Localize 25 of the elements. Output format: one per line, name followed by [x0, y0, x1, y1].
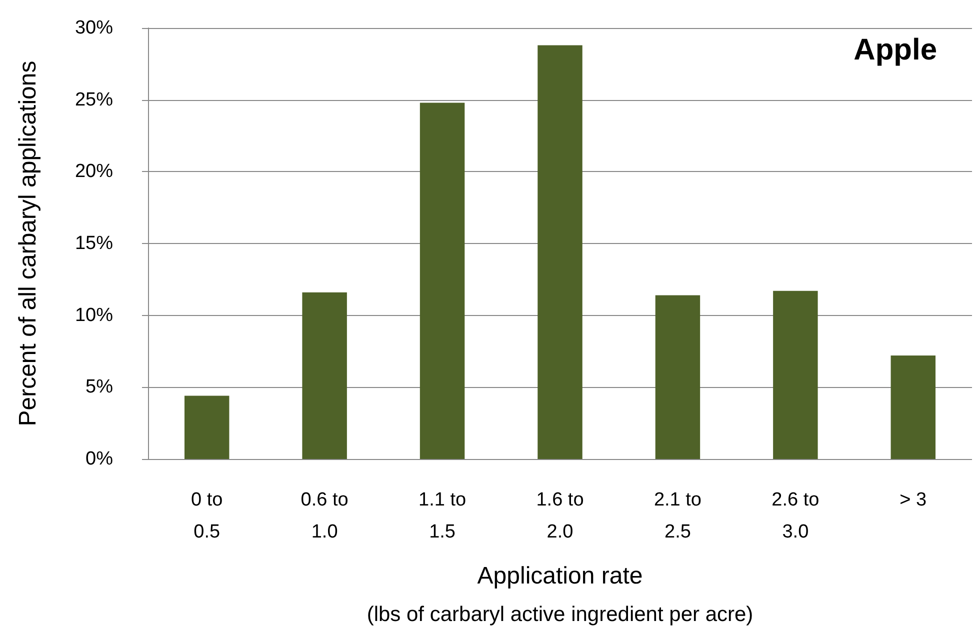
y-tick-label: 30% [74, 18, 114, 38]
x-tick-label: > 3 [900, 490, 927, 510]
x-tick-label: 2.1 to 2.5 [654, 490, 702, 542]
x-tick-label: 2.6 to 3.0 [772, 490, 820, 542]
y-tick-label: 15% [74, 233, 114, 254]
y-tick-label: 10% [74, 304, 114, 326]
chart-title: Apple [854, 34, 938, 66]
x-tick-label: 1.6 to 2.0 [536, 490, 584, 542]
y-axis-title: Percent of all carbaryl applications [14, 60, 42, 426]
x-tick-label: 1.1 to 1.5 [418, 490, 466, 542]
y-tick-label: 20% [74, 161, 114, 182]
text: (lbs of carbaryl active ingredient per acre) [366, 603, 754, 626]
bar [184, 396, 230, 459]
bar [420, 102, 465, 459]
x-tick-label: 0.6 to 1.0 [300, 490, 348, 542]
bar [538, 45, 582, 459]
bar [890, 356, 936, 459]
bar [302, 292, 347, 459]
bar [773, 290, 818, 459]
x-axis-title: Application rate [477, 562, 643, 590]
y-tick-label: 0% [86, 448, 114, 470]
y-tick-label: 25% [74, 89, 114, 110]
y-tick-label: 5% [86, 376, 114, 398]
x-tick-label: 0 to 0.5 [191, 490, 223, 542]
bar [655, 295, 700, 459]
